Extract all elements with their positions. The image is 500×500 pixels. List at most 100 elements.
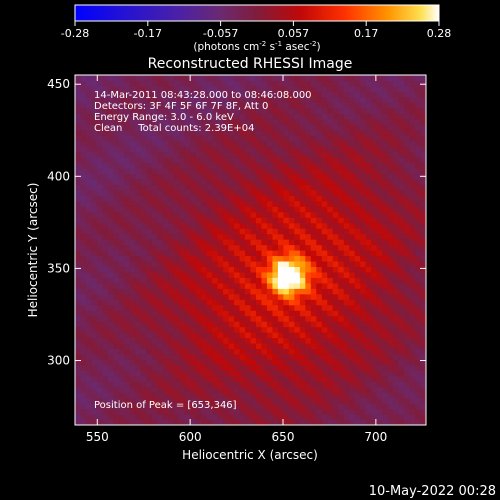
image-pixel [360, 364, 367, 371]
image-pixel [173, 381, 180, 388]
image-pixel [376, 162, 383, 169]
image-pixel [168, 102, 175, 109]
image-pixel [96, 381, 104, 388]
image-pixel [96, 348, 104, 355]
image-pixel [162, 293, 169, 300]
image-pixel [255, 304, 263, 311]
image-pixel [168, 75, 175, 82]
image-pixel [80, 337, 87, 344]
image-pixel [173, 107, 180, 114]
image-pixel [168, 321, 175, 328]
image-pixel [332, 260, 339, 268]
image-pixel [85, 184, 93, 191]
image-pixel [102, 102, 109, 109]
image-pixel [277, 353, 284, 360]
image-pixel [299, 403, 306, 410]
image-pixel [107, 195, 114, 202]
image-pixel [338, 85, 345, 93]
image-pixel [349, 386, 356, 393]
image-pixel [228, 189, 235, 196]
image-pixel [195, 239, 202, 246]
image-pixel [294, 228, 301, 235]
image-pixel [288, 364, 295, 371]
image-pixel [217, 151, 224, 158]
image-pixel [415, 85, 422, 93]
image-pixel [151, 419, 158, 425]
image-pixel [305, 107, 312, 114]
image-pixel [250, 135, 257, 142]
image-pixel [162, 129, 169, 136]
y-axis-label: Heliocentric Y (arcsec) [26, 183, 40, 318]
image-pixel [420, 118, 426, 125]
image-pixel [80, 370, 87, 377]
image-pixel [288, 332, 295, 339]
image-pixel [146, 304, 153, 311]
image-pixel [151, 321, 158, 328]
image-pixel [173, 277, 180, 284]
image-pixel [129, 332, 136, 339]
image-pixel [201, 299, 208, 306]
image-pixel [234, 178, 241, 185]
image-pixel [102, 288, 109, 295]
image-pixel [404, 189, 411, 196]
image-pixel [387, 337, 394, 344]
image-pixel [387, 178, 394, 185]
image-pixel [310, 167, 317, 175]
image-pixel [212, 304, 219, 311]
image-pixel [151, 244, 158, 251]
image-pixel [261, 342, 268, 350]
image-pixel [360, 113, 367, 120]
image-pixel [409, 403, 416, 410]
image-pixel [371, 102, 378, 109]
image-pixel [239, 228, 246, 235]
image-pixel [239, 233, 246, 240]
image-pixel [162, 337, 169, 344]
image-pixel [75, 255, 82, 262]
image-pixel [157, 364, 164, 371]
image-pixel [179, 364, 186, 371]
image-pixel [184, 337, 191, 344]
image-pixel [420, 304, 426, 311]
image-pixel [250, 75, 257, 82]
image-pixel [409, 113, 416, 120]
image-pixel [387, 310, 394, 317]
image-pixel [382, 75, 389, 82]
image-pixel [157, 310, 164, 317]
image-pixel [404, 85, 411, 93]
image-pixel [184, 239, 191, 246]
image-pixel [250, 91, 257, 98]
image-pixel [349, 260, 356, 268]
image-pixel [195, 332, 202, 339]
image-pixel [305, 321, 312, 328]
image-pixel [102, 353, 109, 360]
image-pixel [234, 260, 241, 268]
image-pixel [190, 157, 197, 164]
image-pixel [80, 304, 87, 311]
image-pixel [310, 392, 317, 399]
image-pixel [250, 195, 257, 202]
image-pixel [299, 102, 306, 109]
image-pixel [129, 348, 136, 355]
image-pixel [266, 135, 274, 142]
image-pixel [96, 184, 104, 191]
image-pixel [371, 167, 378, 175]
image-pixel [277, 107, 284, 114]
image-pixel [124, 414, 131, 421]
image-pixel [140, 282, 147, 289]
image-pixel [283, 364, 290, 371]
image-pixel [272, 222, 279, 229]
image-pixel [294, 217, 301, 224]
image-pixel [420, 129, 426, 136]
image-pixel [85, 178, 93, 185]
image-pixel [201, 310, 208, 317]
image-pixel [343, 102, 350, 109]
image-pixel [250, 304, 257, 311]
image-pixel [310, 239, 317, 246]
image-pixel [146, 266, 153, 273]
image-pixel [387, 80, 394, 87]
image-pixel [349, 102, 356, 109]
image-pixel [398, 370, 405, 377]
image-pixel [398, 151, 405, 158]
image-pixel [212, 239, 219, 246]
image-pixel [283, 304, 290, 311]
